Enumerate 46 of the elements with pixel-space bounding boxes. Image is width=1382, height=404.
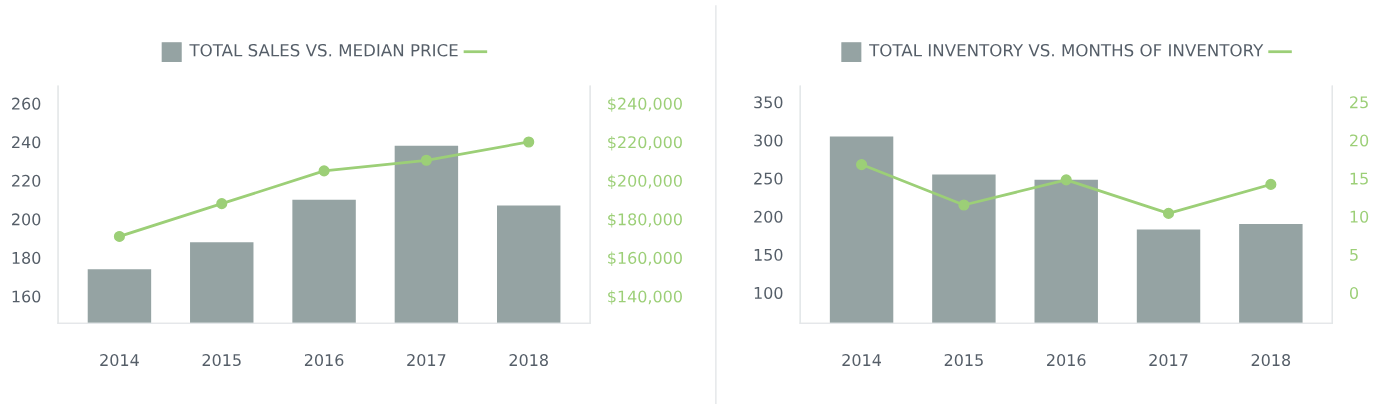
point (856, 159, 868, 171)
y2-tick-label: $220,000 (608, 135, 682, 151)
point (958, 199, 970, 211)
y-tick-label: 150 (754, 248, 783, 261)
y2-tick-label: $240,000 (608, 97, 682, 112)
y2-tick-label: 5 (1350, 249, 1358, 261)
x-tick-label: 2018 (509, 354, 548, 367)
x-tick-label: 2016 (304, 354, 344, 367)
point (523, 136, 535, 148)
y2-tick-label: 15 (1350, 172, 1368, 185)
x-tick-label: 2014 (100, 354, 139, 367)
y-tick-label: 260 (12, 97, 41, 110)
x-tick-label: 2015 (202, 354, 241, 367)
y-tick-label: 160 (12, 290, 41, 303)
point (420, 154, 432, 166)
point (1162, 207, 1175, 219)
point (113, 230, 125, 242)
chart-title: TOTAL SALES VS. MEDIAN PRICE (189, 43, 458, 57)
y-tick-label: 300 (754, 134, 783, 147)
point (1060, 174, 1072, 186)
y2-tick-label: $200,000 (608, 174, 682, 189)
y-tick-label: 100 (754, 286, 783, 299)
y2-tick-label: 20 (1350, 134, 1369, 147)
y-tick-label: 240 (12, 136, 41, 149)
x-tick-label: 2015 (944, 354, 983, 367)
x-tick-label: 2018 (1251, 354, 1291, 367)
y2-tick-label: $160,000 (608, 251, 682, 267)
point (216, 198, 228, 210)
y-tick-label: 250 (754, 172, 783, 185)
y-tick-label: 200 (754, 210, 783, 223)
y-tick-label: 350 (754, 96, 783, 109)
point (318, 165, 330, 177)
y2-tick-label: $140,000 (608, 290, 682, 305)
y-tick-label: 220 (12, 174, 41, 187)
point (1265, 178, 1277, 190)
y-tick-label: 180 (12, 251, 41, 264)
y2-tick-label: 0 (1349, 286, 1359, 299)
y2-tick-label: $180,000 (608, 213, 682, 228)
x-tick-label: 2016 (1047, 354, 1086, 367)
x-tick-label: 2017 (1149, 354, 1188, 367)
y2-tick-label: 10 (1350, 210, 1369, 223)
chart-title: TOTAL INVENTORY VS. MONTHS OF INVENTORY (869, 43, 1264, 57)
y2-tick-label: 25 (1350, 96, 1368, 109)
x-tick-label: 2017 (407, 354, 446, 367)
x-tick-label: 2014 (842, 354, 881, 367)
y-tick-label: 200 (12, 213, 41, 226)
